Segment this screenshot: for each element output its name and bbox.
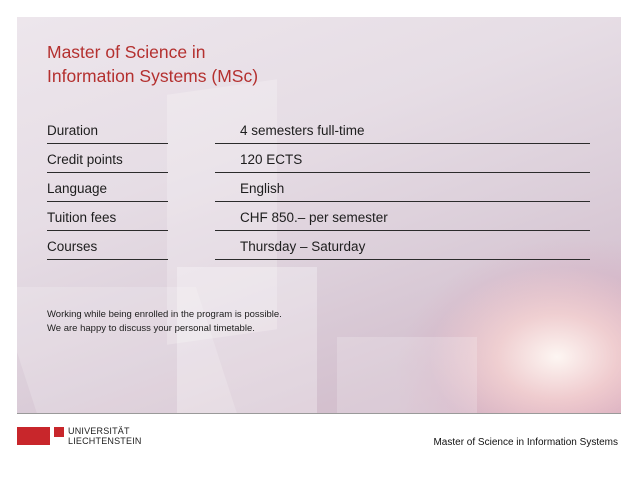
slide-title: Master of Science in Information Systems… xyxy=(47,40,367,88)
info-value: 120 ECTS xyxy=(215,152,590,173)
info-row-courses: Courses Thursday – Saturday xyxy=(47,235,590,261)
info-row-credit-points: Credit points 120 ECTS xyxy=(47,148,590,174)
logo-text-line-1: UNIVERSITÄT xyxy=(68,426,130,436)
footer-divider xyxy=(17,413,621,414)
info-value: Thursday – Saturday xyxy=(215,239,590,260)
logo-red-square xyxy=(54,427,64,437)
footer-program-name: Master of Science in Information Systems xyxy=(433,437,618,448)
info-label: Credit points xyxy=(47,152,168,173)
info-row-language: Language English xyxy=(47,177,590,203)
info-note-line-1: Working while being enrolled in the prog… xyxy=(47,309,282,320)
background-paper-shape xyxy=(177,267,317,413)
university-logo: UNIVERSITÄT LIECHTENSTEIN xyxy=(17,425,157,447)
info-label: Tuition fees xyxy=(47,210,168,231)
info-label: Language xyxy=(47,181,168,202)
slide-title-line-2: Information Systems (MSc) xyxy=(47,66,259,86)
logo-red-bar xyxy=(17,427,50,445)
logo-text-line-2: LIECHTENSTEIN xyxy=(68,436,142,446)
info-value: CHF 850.– per semester xyxy=(215,210,590,231)
info-value: English xyxy=(215,181,590,202)
slide-background xyxy=(17,17,621,413)
info-row-tuition-fees: Tuition fees CHF 850.– per semester xyxy=(47,206,590,232)
info-note: Working while being enrolled in the prog… xyxy=(47,308,427,336)
slide-title-line-1: Master of Science in xyxy=(47,42,206,62)
info-value: 4 semesters full-time xyxy=(215,123,590,144)
info-note-line-2: We are happy to discuss your personal ti… xyxy=(47,323,255,334)
info-label: Courses xyxy=(47,239,168,260)
info-label: Duration xyxy=(47,123,168,144)
info-row-duration: Duration 4 semesters full-time xyxy=(47,119,590,145)
background-paper-shape xyxy=(337,337,477,413)
